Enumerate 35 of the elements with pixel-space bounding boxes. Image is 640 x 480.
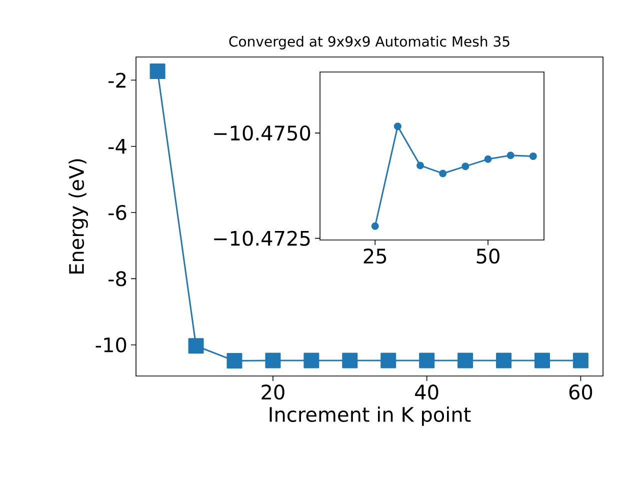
point (342, 352, 358, 368)
y-axis-title: Energy (eV) (68, 159, 88, 274)
point (265, 352, 281, 368)
x-tick-label: 50 (476, 248, 500, 264)
y-tick-label: -2 (108, 72, 126, 88)
point (572, 352, 588, 368)
y-tick-label: -4 (108, 139, 126, 154)
point (380, 352, 396, 368)
point (226, 353, 242, 369)
point (529, 152, 537, 160)
point (534, 352, 550, 368)
point (188, 338, 204, 354)
y-tick-label: -8 (108, 271, 126, 286)
point (394, 122, 402, 130)
point (419, 352, 435, 368)
y-tick-label: −10.4725 (214, 230, 310, 246)
point (462, 162, 470, 170)
point (416, 162, 424, 170)
point (506, 152, 514, 160)
y-tick-label: -10 (96, 337, 126, 352)
chart-title: Converged at 9x9x9 Automatic Mesh 35 (229, 36, 510, 50)
point (304, 352, 320, 368)
point (150, 63, 166, 79)
point (458, 352, 474, 368)
y-tick-label: -6 (108, 204, 126, 220)
x-axis-title: Increment in K point (270, 406, 471, 426)
x-tick-label: 40 (415, 384, 438, 400)
x-tick-label: 25 (364, 248, 386, 264)
y-tick-label: −10.4750 (214, 126, 310, 141)
point (496, 352, 512, 368)
x-tick-label: 20 (262, 384, 284, 400)
point (371, 222, 379, 230)
point (484, 155, 492, 163)
x-tick-label: 60 (569, 384, 592, 400)
point (439, 170, 447, 178)
